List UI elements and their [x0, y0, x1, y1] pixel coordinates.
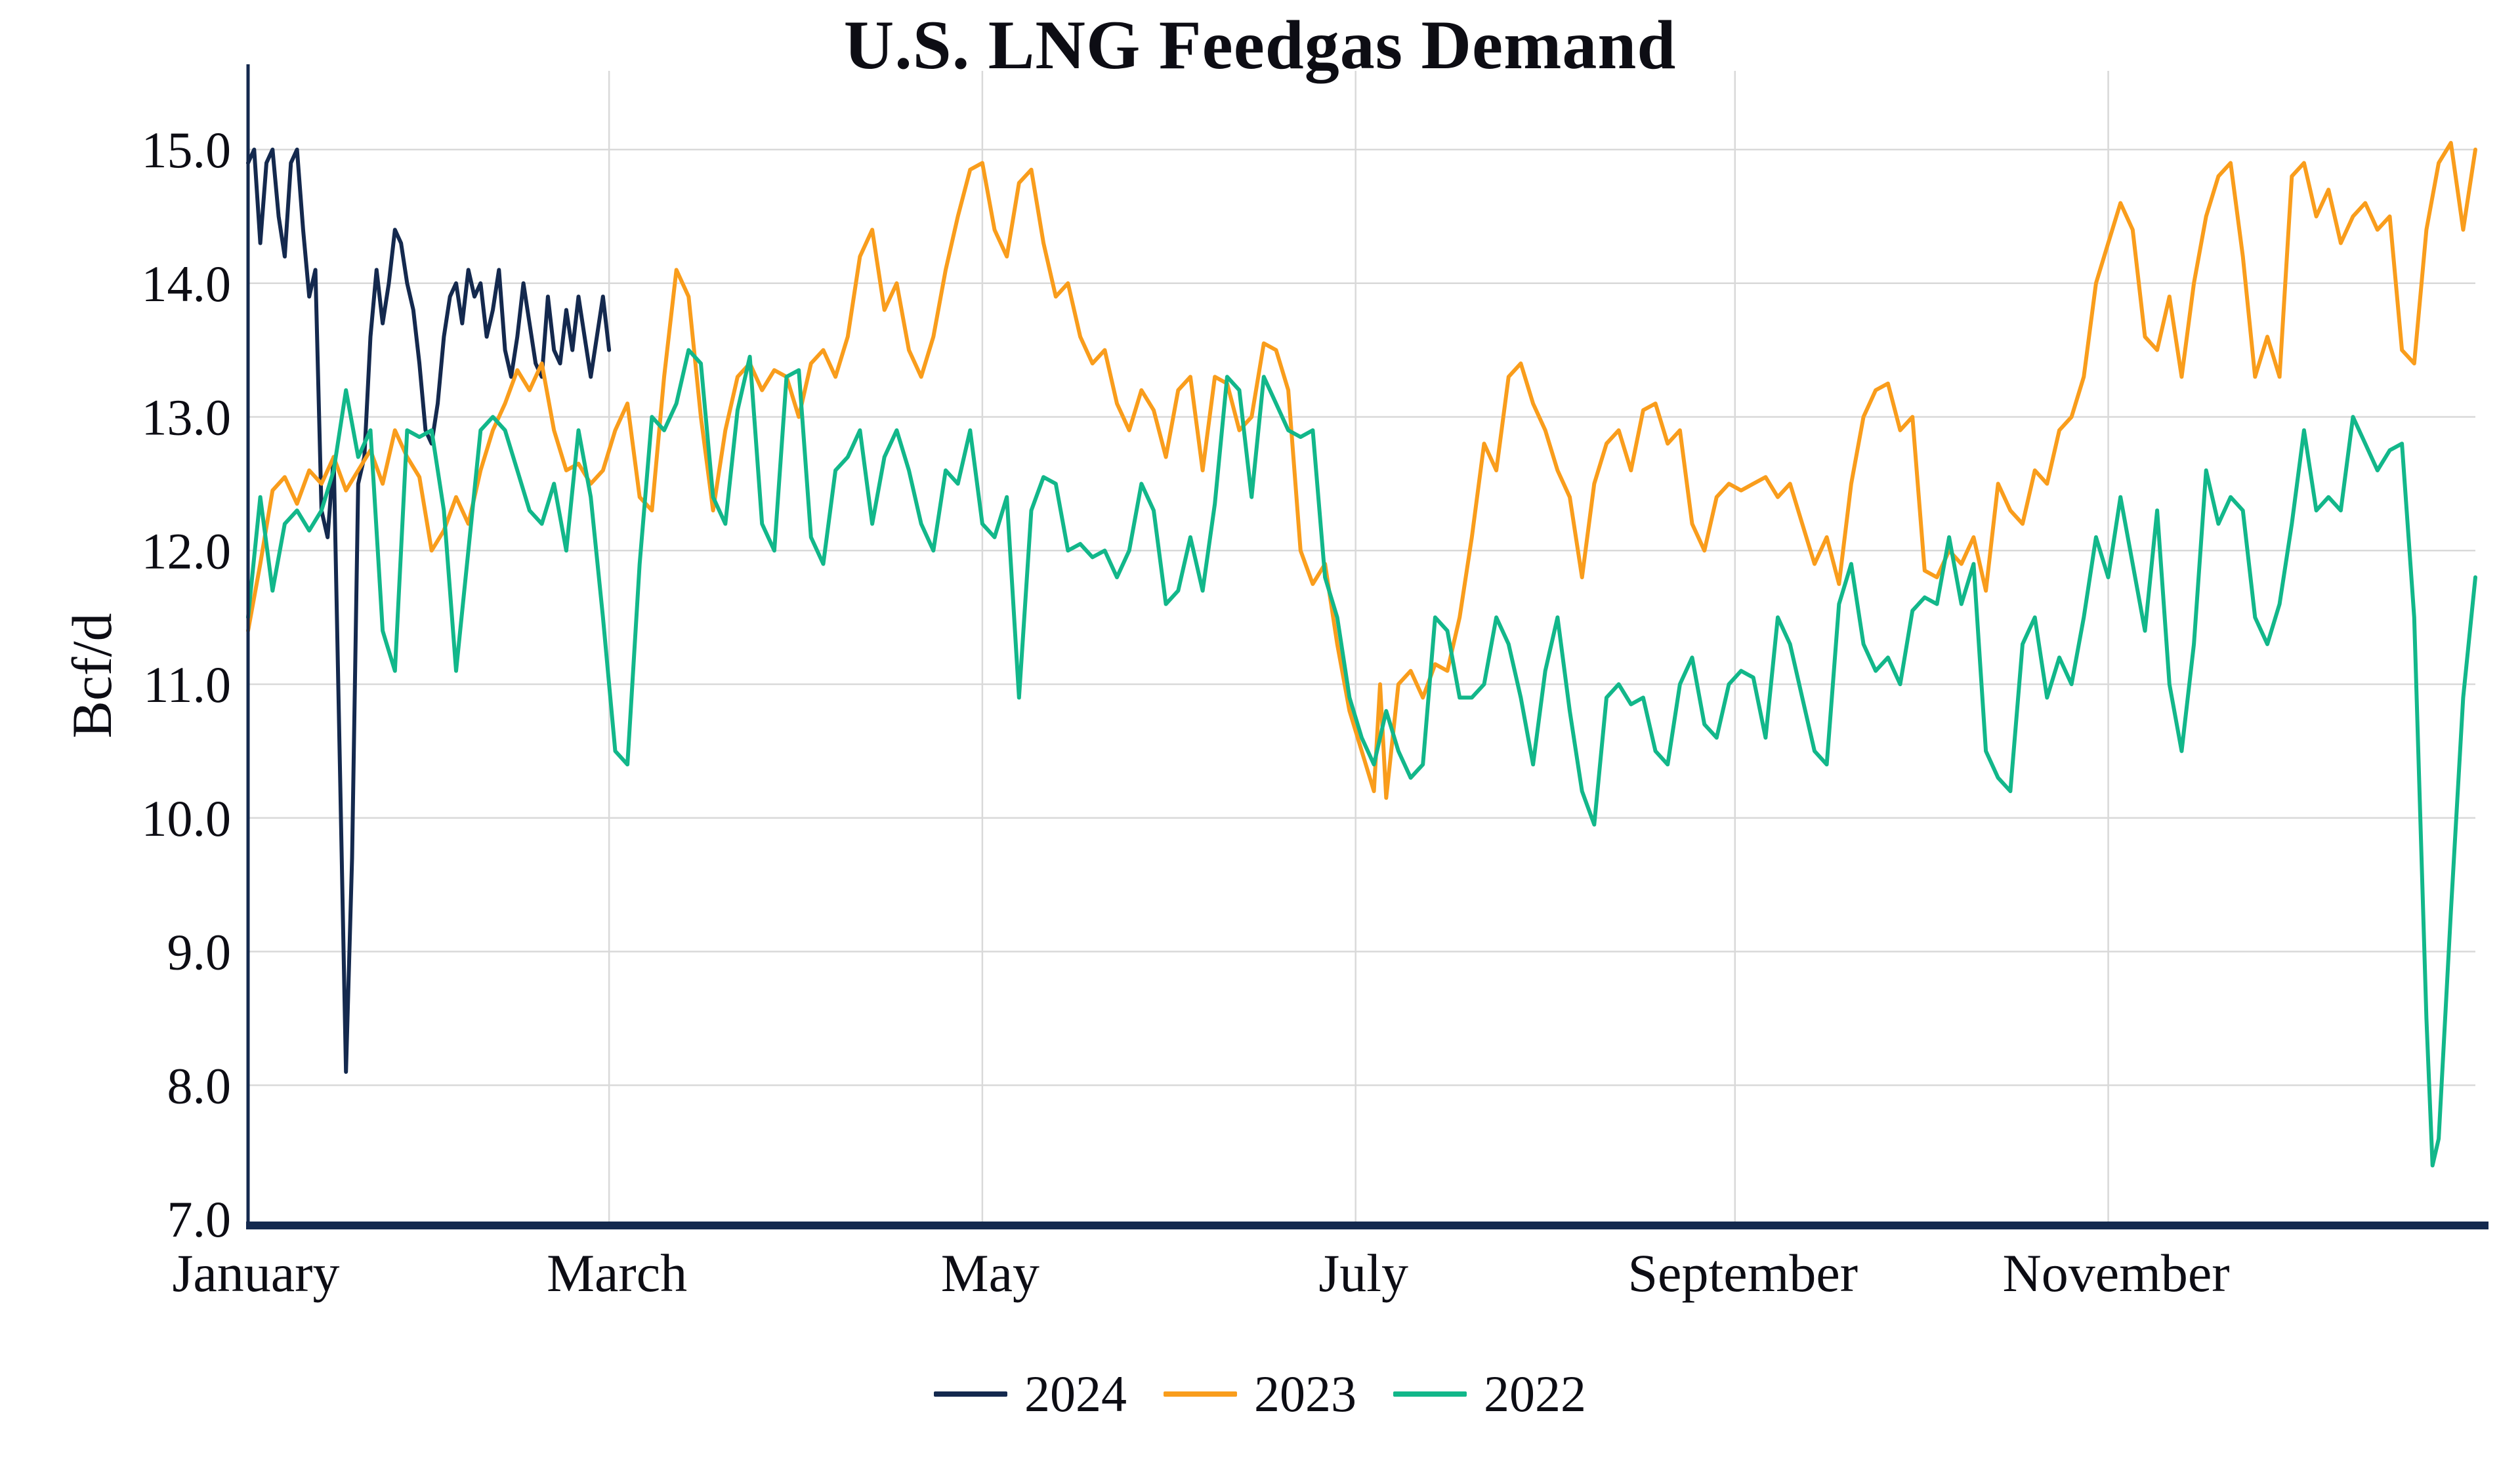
legend-label-2022: 2022: [1484, 1365, 1586, 1422]
legend-swatch-2024: [934, 1391, 1007, 1397]
legend-label-2023: 2023: [1254, 1365, 1356, 1422]
x-tick-label: September: [1628, 1243, 1858, 1303]
legend: 2024 2023 2022: [0, 1365, 2520, 1424]
y-tick-label: 11.0: [143, 656, 231, 713]
x-tick-label: January: [172, 1243, 339, 1303]
y-tick-label: 7.0: [167, 1191, 232, 1248]
legend-swatch-2023: [1164, 1391, 1237, 1397]
y-tick-label: 14.0: [142, 255, 232, 312]
legend-swatch-2022: [1393, 1391, 1467, 1397]
chart-title: U.S. LNG Feedgas Demand: [843, 7, 1677, 83]
x-tick-label: November: [2002, 1243, 2229, 1303]
series-line-2024: [246, 148, 612, 1074]
series-line-2022: [246, 348, 2477, 1168]
y-tick-label: 15.0: [142, 121, 232, 178]
series-line-2023: [246, 140, 2477, 800]
legend-item-2022: 2022: [1393, 1365, 1586, 1424]
legend-label-2024: 2024: [1024, 1365, 1127, 1422]
x-tick-label: May: [941, 1243, 1040, 1303]
y-tick-label: 12.0: [142, 522, 232, 579]
y-tick-label: 10.0: [142, 790, 232, 847]
legend-item-2023: 2023: [1164, 1365, 1356, 1424]
legend-item-2024: 2024: [934, 1365, 1127, 1424]
x-tick-label: July: [1318, 1243, 1408, 1303]
y-tick-label: 8.0: [167, 1057, 232, 1114]
y-tick-label: 9.0: [167, 924, 232, 981]
y-tick-label: 13.0: [142, 389, 232, 446]
x-tick-label: March: [547, 1243, 687, 1303]
